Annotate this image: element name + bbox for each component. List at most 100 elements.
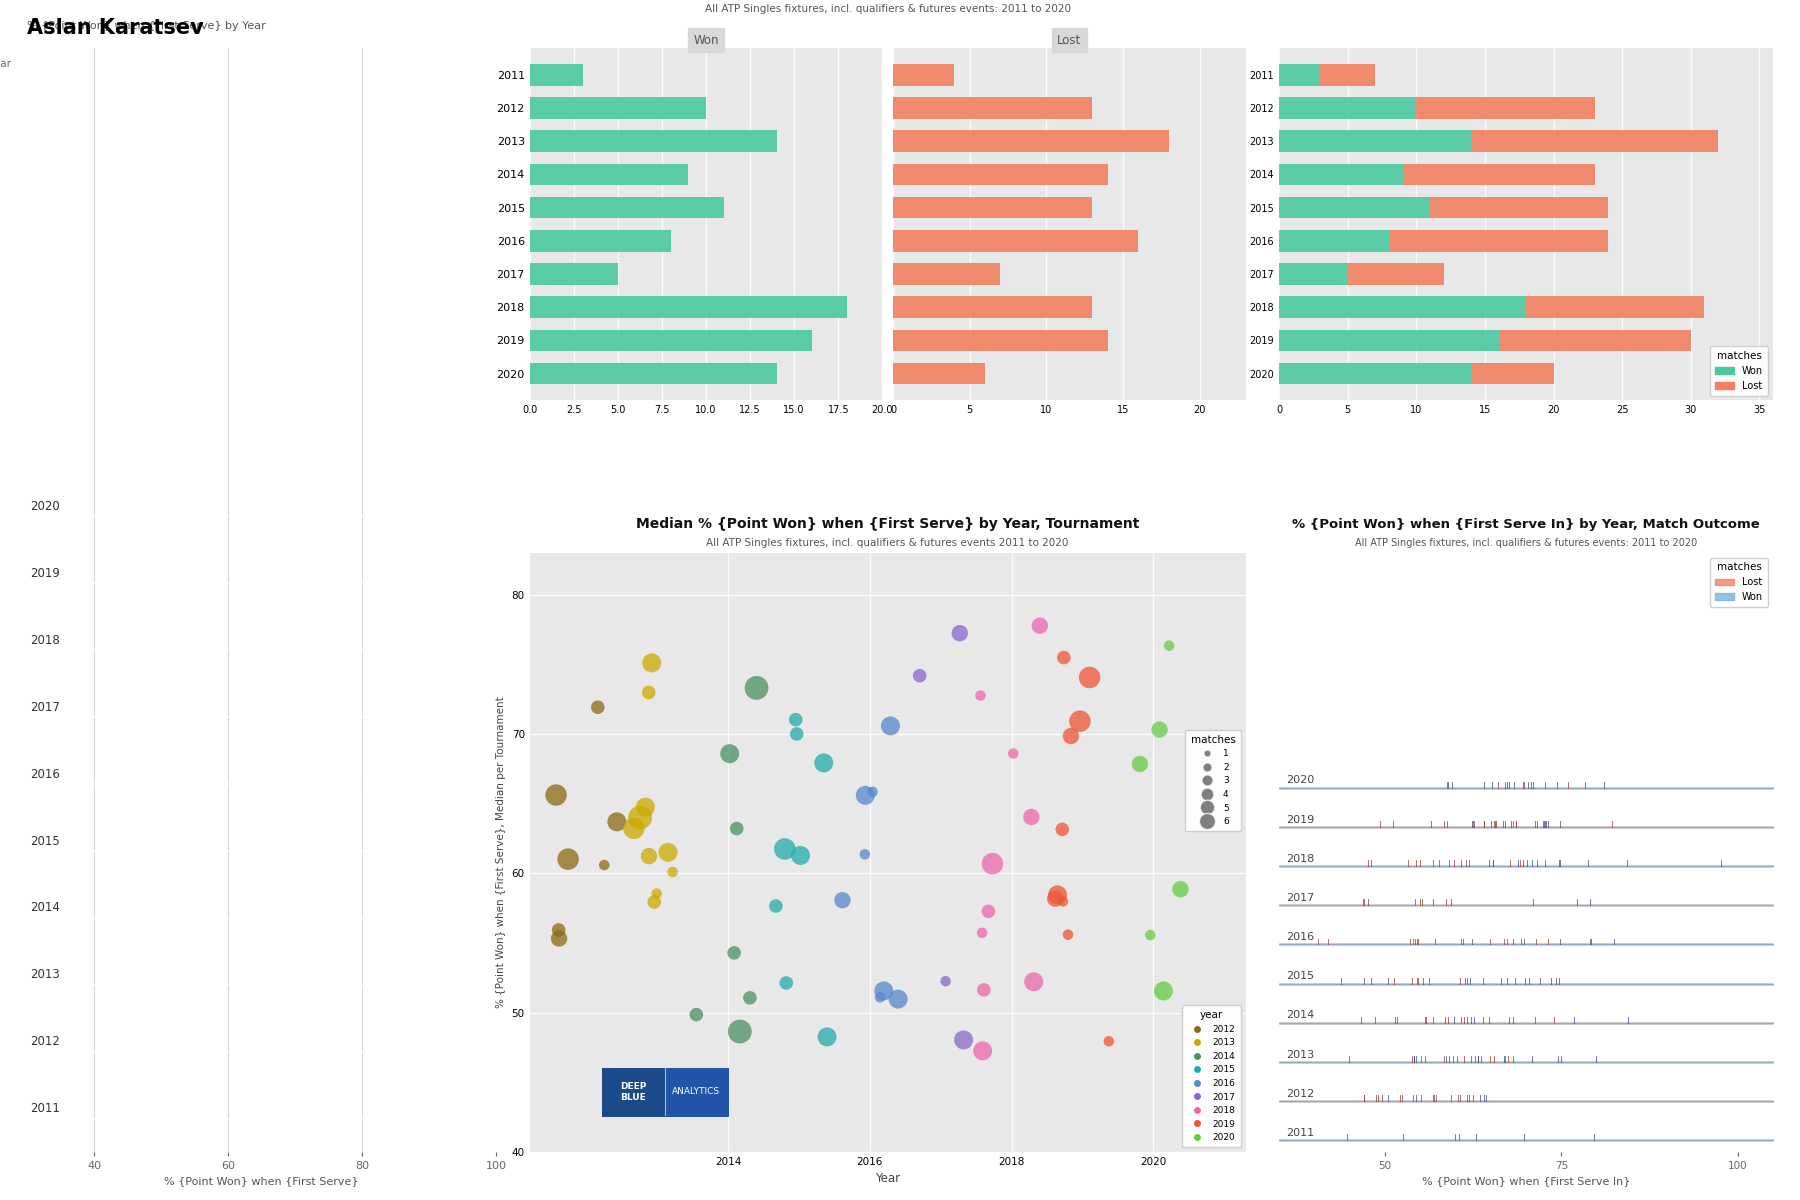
Point bbox=[974, 901, 1003, 920]
Text: 2013: 2013 bbox=[31, 968, 59, 982]
Text: 2018: 2018 bbox=[31, 634, 59, 647]
Bar bbox=[1280, 296, 1526, 318]
Point bbox=[542, 786, 571, 805]
Point bbox=[967, 686, 995, 706]
Bar bbox=[893, 64, 954, 85]
Point bbox=[1049, 892, 1078, 911]
Bar bbox=[1280, 163, 1402, 185]
Point bbox=[1136, 925, 1165, 944]
Point bbox=[783, 725, 812, 744]
Point bbox=[715, 744, 743, 763]
Bar bbox=[1526, 296, 1705, 318]
X-axis label: % {Point Won} when {First Serve}: % {Point Won} when {First Serve} bbox=[164, 1176, 358, 1187]
Bar bbox=[1280, 330, 1499, 352]
Bar bbox=[529, 64, 583, 85]
Text: 2013: 2013 bbox=[1287, 1050, 1314, 1060]
Point bbox=[682, 1004, 711, 1024]
Point bbox=[1094, 1032, 1123, 1051]
Text: 2011: 2011 bbox=[1287, 1128, 1314, 1138]
Title: Lost: Lost bbox=[1057, 34, 1082, 47]
Title: Won: Won bbox=[693, 34, 718, 47]
Point bbox=[1125, 755, 1154, 774]
Point bbox=[1166, 880, 1195, 899]
Point bbox=[590, 856, 619, 875]
Point bbox=[851, 786, 880, 805]
Text: Aslan Karatsev: Aslan Karatsev bbox=[27, 18, 203, 38]
Point bbox=[968, 923, 997, 942]
Point bbox=[634, 683, 662, 702]
Text: DEEP
BLUE: DEEP BLUE bbox=[619, 1082, 646, 1102]
Point bbox=[828, 890, 857, 910]
X-axis label: Year: Year bbox=[875, 1172, 900, 1186]
Point bbox=[945, 624, 974, 643]
Text: 2011: 2011 bbox=[31, 1102, 59, 1115]
Text: All ATP Singles fixtures, incl. qualifiers & futures events 2011 to 2020: All ATP Singles fixtures, incl. qualifie… bbox=[706, 538, 1069, 548]
Text: 2019: 2019 bbox=[31, 566, 59, 580]
Point bbox=[859, 782, 887, 802]
Text: 2017: 2017 bbox=[1287, 893, 1314, 902]
Bar bbox=[893, 362, 985, 384]
Point bbox=[812, 1027, 841, 1046]
Point bbox=[659, 863, 688, 882]
Bar bbox=[1280, 263, 1348, 284]
Bar bbox=[1471, 131, 1719, 152]
Point bbox=[1053, 925, 1082, 944]
Point bbox=[905, 666, 934, 685]
Bar bbox=[1471, 362, 1553, 384]
Bar bbox=[1402, 163, 1595, 185]
Point bbox=[736, 989, 765, 1008]
Text: 2014: 2014 bbox=[31, 901, 59, 914]
Point bbox=[999, 744, 1028, 763]
Bar bbox=[1280, 97, 1417, 119]
Point bbox=[1075, 668, 1103, 688]
Point bbox=[722, 818, 751, 838]
Point bbox=[643, 884, 671, 904]
Text: 2016: 2016 bbox=[31, 768, 59, 781]
Point bbox=[877, 716, 905, 736]
Bar bbox=[1390, 230, 1609, 252]
Text: All ATP Singles fixtures, incl. qualifiers & futures events: 2011 to 2020: All ATP Singles fixtures, incl. qualifie… bbox=[1355, 538, 1697, 548]
Text: % {Point Won} when {First Serve In} by Year, Match Outcome: % {Point Won} when {First Serve In} by Y… bbox=[1292, 518, 1760, 532]
Bar bbox=[893, 97, 1093, 119]
Legend: Lost, Won: Lost, Won bbox=[1710, 558, 1768, 607]
Point bbox=[931, 972, 959, 991]
Point bbox=[884, 990, 913, 1009]
Point bbox=[1145, 720, 1174, 739]
Point bbox=[970, 980, 999, 1000]
Bar bbox=[529, 97, 706, 119]
Text: 2012: 2012 bbox=[31, 1036, 59, 1049]
Point bbox=[1156, 636, 1184, 655]
Point bbox=[635, 846, 664, 865]
Bar bbox=[1280, 197, 1429, 218]
Bar bbox=[1429, 197, 1609, 218]
Point bbox=[1019, 972, 1048, 991]
X-axis label: % {Point Won} when {First Serve In}: % {Point Won} when {First Serve In} bbox=[1422, 1176, 1631, 1187]
Point bbox=[1017, 808, 1046, 827]
Text: All ATP Singles fixtures, incl. qualifiers & futures events: 2011 to 2020: All ATP Singles fixtures, incl. qualifie… bbox=[704, 5, 1071, 14]
Text: 2017: 2017 bbox=[31, 701, 59, 714]
Bar bbox=[1280, 362, 1471, 384]
Bar bbox=[893, 330, 1107, 352]
Point bbox=[977, 854, 1006, 874]
Point bbox=[545, 929, 574, 948]
Text: ANALYTICS: ANALYTICS bbox=[671, 1087, 720, 1097]
Point bbox=[1066, 712, 1094, 731]
Point bbox=[725, 1022, 754, 1042]
Bar bbox=[893, 163, 1107, 185]
Point bbox=[761, 896, 790, 916]
Text: 2015: 2015 bbox=[1287, 971, 1314, 982]
Bar bbox=[1417, 97, 1595, 119]
Point bbox=[781, 710, 810, 730]
Point bbox=[1049, 648, 1078, 667]
Bar bbox=[1499, 330, 1690, 352]
Bar bbox=[529, 230, 671, 252]
Bar bbox=[1321, 64, 1375, 85]
Bar bbox=[529, 263, 617, 284]
Bar bbox=[893, 131, 1168, 152]
Bar bbox=[529, 330, 812, 352]
Bar bbox=[529, 131, 776, 152]
Point bbox=[1044, 886, 1073, 905]
Text: 2015: 2015 bbox=[31, 834, 59, 847]
Point bbox=[1148, 982, 1177, 1001]
Bar bbox=[529, 197, 724, 218]
